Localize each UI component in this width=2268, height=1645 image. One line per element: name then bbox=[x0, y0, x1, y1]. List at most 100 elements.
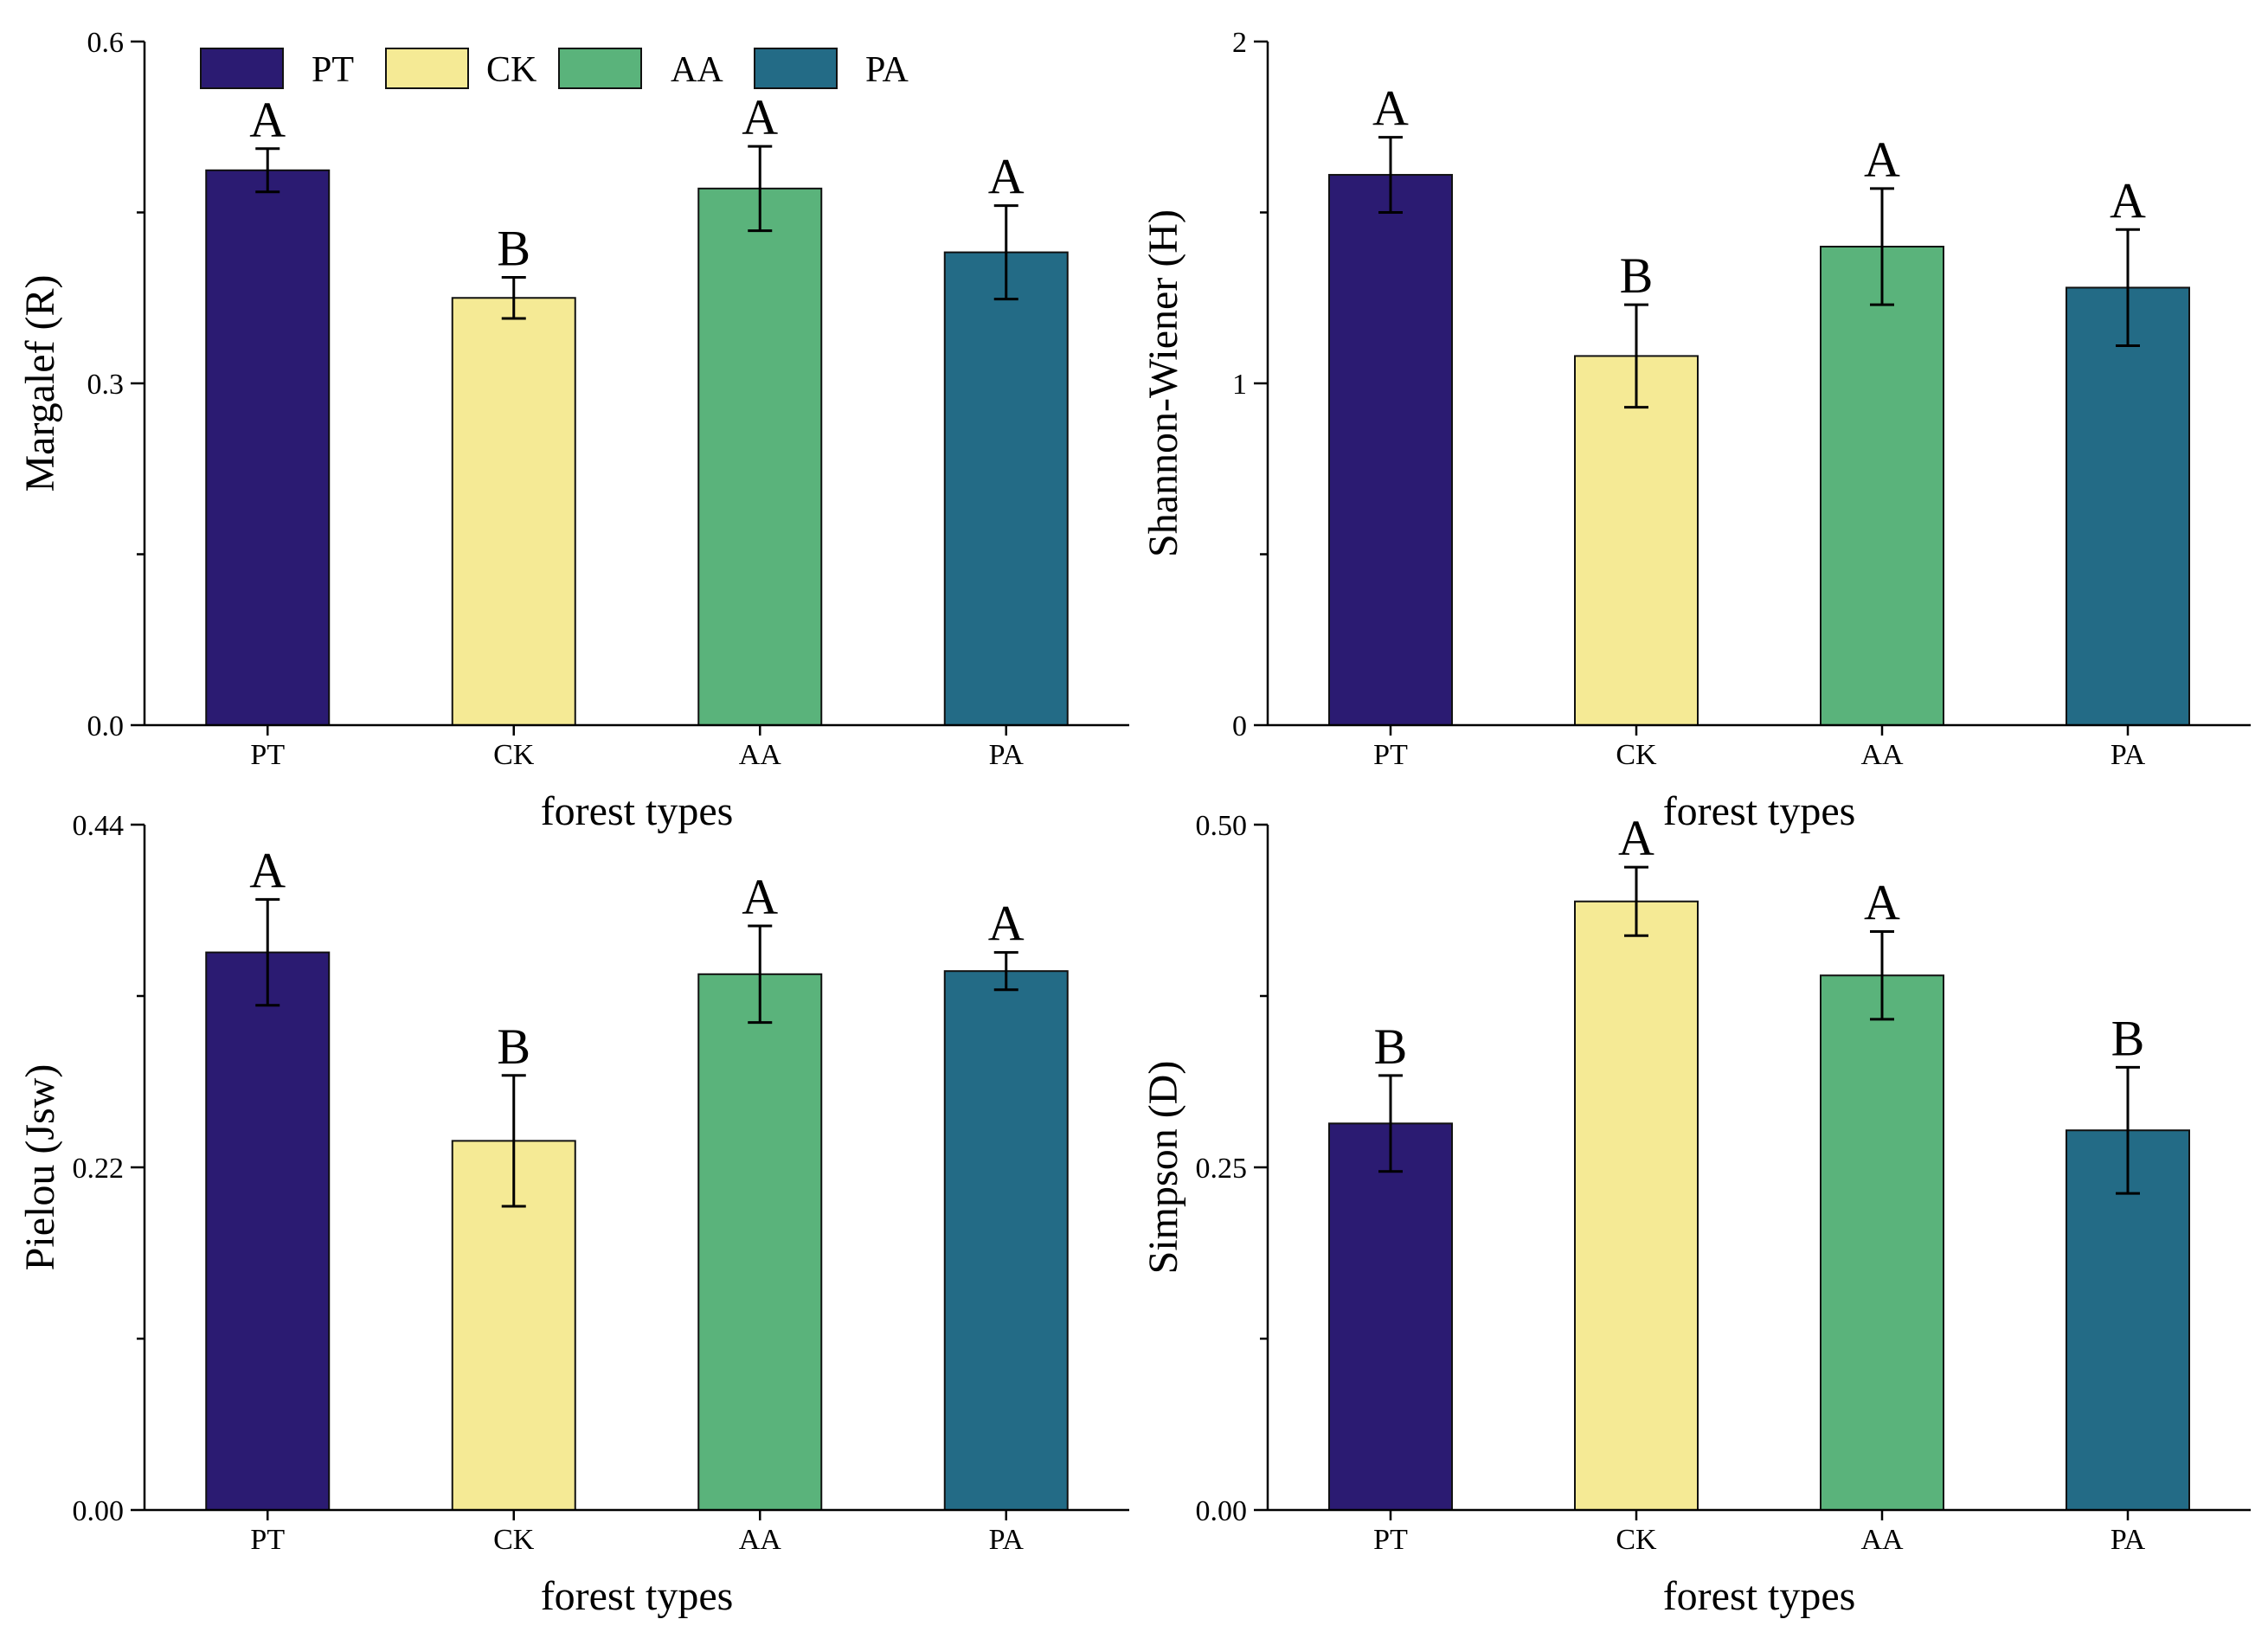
significance-label-ck: B bbox=[497, 1018, 530, 1075]
x-tick-label-pa: PA bbox=[2111, 1524, 2146, 1556]
error-bar-pa bbox=[993, 204, 1018, 301]
error-bar-pt bbox=[1378, 136, 1403, 214]
bar-pt bbox=[205, 951, 331, 1511]
x-tick-label-aa: AA bbox=[739, 1524, 782, 1556]
x-tick-label-aa: AA bbox=[739, 739, 782, 771]
y-tick-label: 0.3 bbox=[87, 369, 125, 401]
error-bar-pa bbox=[993, 951, 1018, 992]
x-axis-title: forest types bbox=[1663, 1573, 1856, 1619]
significance-label-aa: A bbox=[1864, 875, 1900, 931]
significance-label-aa: A bbox=[742, 869, 778, 925]
bar-pa bbox=[943, 970, 1069, 1511]
x-tick-label-pt: PT bbox=[1373, 739, 1408, 771]
error-bar-aa bbox=[1870, 930, 1894, 1021]
legend-label: CK bbox=[486, 50, 536, 90]
x-axis-title: forest types bbox=[541, 1573, 734, 1619]
significance-label-ck: A bbox=[1618, 810, 1654, 866]
bar-ck bbox=[451, 297, 576, 726]
x-tick-label-pa: PA bbox=[2111, 739, 2146, 771]
y-tick-label: 0.0 bbox=[87, 710, 125, 742]
y-tick-label: 0.22 bbox=[73, 1153, 125, 1185]
error-bar-aa bbox=[748, 145, 773, 233]
legend-label: PA bbox=[865, 50, 909, 90]
y-axis-title: Pielou (Jsw) bbox=[17, 1064, 63, 1271]
x-tick-label-ck: CK bbox=[493, 1524, 535, 1556]
error-bar-ck bbox=[501, 276, 526, 320]
y-tick-label: 0.50 bbox=[1196, 810, 1248, 842]
legend-swatch bbox=[385, 48, 469, 89]
significance-label-pt: A bbox=[249, 842, 286, 898]
x-tick-label-pa: PA bbox=[989, 1524, 1025, 1556]
error-bar-pt bbox=[1378, 1074, 1403, 1173]
y-tick-label: 1 bbox=[1232, 369, 1247, 401]
y-tick-label: 0.6 bbox=[87, 27, 125, 59]
bar-ck bbox=[1574, 355, 1699, 726]
legend-item-ck: CK bbox=[385, 48, 536, 90]
significance-label-pt: A bbox=[1372, 80, 1409, 137]
x-tick-label-aa: AA bbox=[1860, 1524, 1904, 1556]
bar-aa bbox=[1820, 246, 1944, 726]
error-bar-ck bbox=[501, 1074, 526, 1208]
legend-item-pt: PT bbox=[200, 48, 354, 90]
y-tick-label: 0.25 bbox=[1196, 1153, 1248, 1185]
legend-label: PT bbox=[312, 50, 354, 90]
y-tick-label: 2 bbox=[1232, 27, 1247, 59]
x-axis-title: forest types bbox=[1663, 788, 1856, 834]
error-bar-pt bbox=[255, 147, 280, 194]
legend-swatch bbox=[558, 48, 642, 89]
y-tick-label: 0.00 bbox=[73, 1495, 125, 1527]
legend-item-pa: PA bbox=[754, 48, 909, 90]
bar-pa bbox=[943, 251, 1069, 727]
x-axis-title: forest types bbox=[541, 788, 734, 834]
legend-label: AA bbox=[671, 50, 723, 90]
significance-label-aa: A bbox=[742, 89, 778, 145]
error-bar-pt bbox=[255, 897, 280, 1007]
legend-swatch bbox=[754, 48, 838, 89]
y-axis-title: Margalef (R) bbox=[17, 274, 63, 492]
significance-label-pa: A bbox=[988, 896, 1025, 952]
x-tick-label-aa: AA bbox=[1860, 739, 1904, 771]
bar-aa bbox=[697, 973, 823, 1512]
y-axis-title: Simpson (D) bbox=[1140, 1061, 1186, 1275]
significance-label-pt: B bbox=[1374, 1018, 1408, 1075]
x-tick-label-pa: PA bbox=[989, 739, 1025, 771]
x-tick-label-pt: PT bbox=[250, 1524, 285, 1556]
bar-pt bbox=[205, 169, 331, 727]
bar-ck bbox=[1574, 900, 1699, 1511]
bar-aa bbox=[697, 187, 823, 727]
significance-label-pa: B bbox=[2111, 1010, 2145, 1066]
error-bar-pa bbox=[2116, 1065, 2140, 1195]
significance-label-ck: B bbox=[1620, 247, 1654, 304]
y-axis-title: Shannon-Wiener (H) bbox=[1140, 209, 1186, 557]
error-bar-pa bbox=[2116, 228, 2140, 348]
bar-aa bbox=[1820, 974, 1944, 1511]
significance-label-pa: A bbox=[988, 149, 1025, 205]
bar-pt bbox=[1328, 1122, 1453, 1511]
error-bar-ck bbox=[1624, 865, 1648, 937]
x-tick-label-ck: CK bbox=[1616, 739, 1657, 771]
legend: PT CK AA PA bbox=[200, 48, 909, 90]
legend-item-aa: AA bbox=[558, 48, 723, 90]
significance-label-pa: A bbox=[2110, 172, 2146, 228]
error-bar-aa bbox=[748, 924, 773, 1025]
x-tick-label-pt: PT bbox=[250, 739, 285, 771]
significance-label-pt: A bbox=[249, 92, 286, 148]
significance-label-aa: A bbox=[1864, 132, 1900, 188]
bar-pa bbox=[2066, 286, 2190, 726]
error-bar-ck bbox=[1624, 303, 1648, 409]
y-tick-label: 0.44 bbox=[73, 810, 125, 842]
y-tick-label: 0.00 bbox=[1196, 1495, 1248, 1527]
significance-label-ck: B bbox=[497, 221, 530, 277]
x-tick-label-pt: PT bbox=[1373, 1524, 1408, 1556]
bar-pt bbox=[1328, 174, 1453, 727]
x-tick-label-ck: CK bbox=[493, 739, 535, 771]
x-tick-label-ck: CK bbox=[1616, 1524, 1657, 1556]
legend-swatch bbox=[200, 48, 284, 89]
y-tick-label: 0 bbox=[1232, 710, 1247, 742]
error-bar-aa bbox=[1870, 187, 1894, 306]
